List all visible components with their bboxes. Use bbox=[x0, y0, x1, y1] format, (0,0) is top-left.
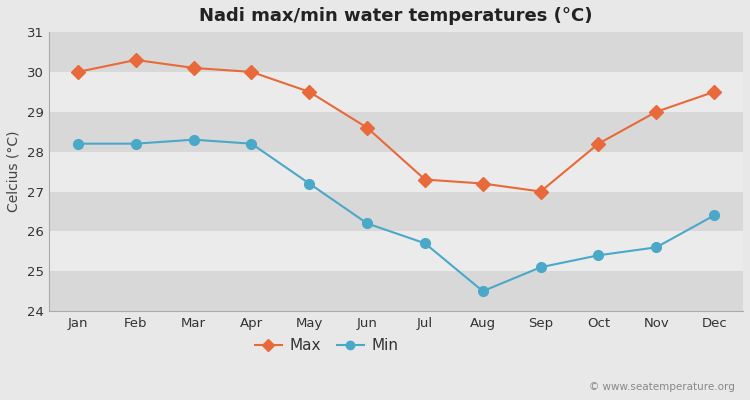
Min bbox=[304, 181, 313, 186]
Min bbox=[710, 213, 718, 218]
Min bbox=[478, 289, 488, 294]
Max bbox=[594, 141, 603, 146]
Max bbox=[247, 70, 256, 74]
Max bbox=[189, 66, 198, 70]
Text: © www.seatemperature.org: © www.seatemperature.org bbox=[590, 382, 735, 392]
Min bbox=[74, 141, 82, 146]
Max bbox=[131, 58, 140, 62]
Min bbox=[421, 241, 430, 246]
Max bbox=[304, 90, 313, 94]
Max bbox=[478, 181, 488, 186]
Min bbox=[363, 221, 372, 226]
Max bbox=[421, 177, 430, 182]
Bar bbox=[49, 152, 743, 192]
Min bbox=[594, 253, 603, 258]
Line: Max: Max bbox=[73, 55, 719, 196]
Min bbox=[189, 137, 198, 142]
Min bbox=[247, 141, 256, 146]
Max bbox=[710, 90, 718, 94]
Max bbox=[74, 70, 82, 74]
Bar bbox=[49, 72, 743, 112]
Legend: Max, Min: Max, Min bbox=[248, 332, 405, 359]
Max bbox=[363, 125, 372, 130]
Bar bbox=[49, 192, 743, 231]
Min bbox=[652, 245, 661, 250]
Min bbox=[536, 265, 545, 270]
Bar bbox=[49, 112, 743, 152]
Max bbox=[652, 109, 661, 114]
Line: Min: Min bbox=[73, 135, 719, 296]
Bar bbox=[49, 231, 743, 271]
Y-axis label: Celcius (°C): Celcius (°C) bbox=[7, 131, 21, 212]
Bar bbox=[49, 32, 743, 72]
Max bbox=[536, 189, 545, 194]
Min bbox=[131, 141, 140, 146]
Bar bbox=[49, 271, 743, 311]
Title: Nadi max/min water temperatures (°C): Nadi max/min water temperatures (°C) bbox=[200, 7, 592, 25]
